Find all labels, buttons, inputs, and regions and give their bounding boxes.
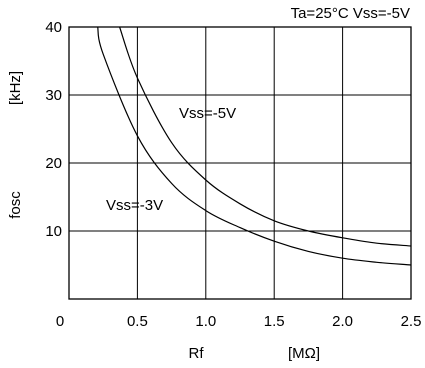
y-tick-label: 10 <box>45 223 62 240</box>
y-tick-label: 20 <box>45 155 62 172</box>
x-axis-label: Rf <box>189 345 205 362</box>
x-tick-label: 1.0 <box>195 313 216 330</box>
series-label-vss-5v: Vss=-5V <box>179 105 236 122</box>
series-line-0 <box>119 26 412 247</box>
x-tick-labels: 0 0.5 1.0 1.5 2.0 2.5 <box>56 313 422 330</box>
plot-frame <box>68 26 412 300</box>
x-tick-label: 1.5 <box>264 313 285 330</box>
grid-lines <box>69 27 411 299</box>
x-axis-unit: [MΩ] <box>288 345 320 362</box>
series-curves <box>97 26 412 266</box>
x-tick-label: 0 <box>56 313 64 330</box>
y-axis-unit: [kHz] <box>7 71 24 105</box>
chart-title: Ta=25°C Vss=-5V <box>291 5 410 22</box>
y-tick-labels: 10 20 30 40 <box>45 19 62 240</box>
series-line-1 <box>97 26 412 266</box>
x-tick-label: 2.5 <box>401 313 422 330</box>
series-label-vss-3v: Vss=-3V <box>106 197 163 214</box>
x-tick-label: 2.0 <box>332 313 353 330</box>
y-axis-label: fosc <box>7 191 24 219</box>
x-tick-label: 0.5 <box>127 313 148 330</box>
y-tick-label: 40 <box>45 19 62 36</box>
y-tick-label: 30 <box>45 87 62 104</box>
